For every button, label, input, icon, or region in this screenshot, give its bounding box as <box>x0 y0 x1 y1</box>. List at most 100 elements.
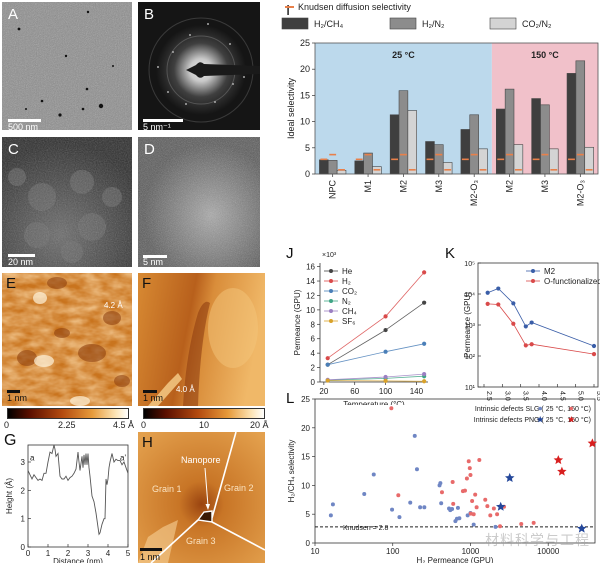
y-tick-label: 5 <box>305 143 310 153</box>
x-tick-label: 4.0 <box>540 391 547 401</box>
colorbar-e-max: 4.5 Å <box>113 420 135 430</box>
y-tick-label: 0 <box>306 539 311 548</box>
bar-1-7 <box>575 60 586 175</box>
grain-2-label: Grain 2 <box>224 483 254 493</box>
data-point-star <box>505 472 515 482</box>
data-point-star <box>577 523 587 533</box>
scale-text-d: 5 nm <box>143 257 164 267</box>
temperature-region-label: 25 °C <box>392 50 415 60</box>
stm-image-f <box>138 273 265 406</box>
legend-label-0: M2 <box>544 267 556 276</box>
y-axis-label: Height (Å) <box>5 478 14 514</box>
colorbar-f-mid: 10 <box>199 420 210 430</box>
legend-label-2: CO₂/N₂ <box>522 19 552 29</box>
panel-b-diffraction-pattern: B 5 nm⁻¹ <box>138 2 260 130</box>
data-point <box>464 476 469 481</box>
data-point <box>591 343 597 349</box>
data-point <box>496 302 501 307</box>
bar-0-0 <box>319 159 329 175</box>
plot-frame <box>27 444 129 548</box>
data-point <box>371 472 376 477</box>
y-tick-label: 14 <box>306 277 315 286</box>
category-label: M1 <box>363 180 373 193</box>
data-point <box>438 481 443 486</box>
y-tick-label: 0 <box>311 378 316 387</box>
data-point <box>422 505 427 510</box>
data-point <box>511 321 516 326</box>
height-profile-line <box>27 444 129 536</box>
category-label: NPC <box>328 180 338 200</box>
bar-0-6 <box>531 98 541 175</box>
panel-e-stm-image: E 4.2 Å 1 nm <box>2 273 132 406</box>
data-point-star <box>557 466 567 476</box>
defect-size-annotation-f: 4.0 Å <box>176 385 195 394</box>
x-tick-label: 100 <box>386 547 400 556</box>
data-point <box>496 286 501 291</box>
x-tick-label: 4 <box>106 549 111 558</box>
tem-noise-a <box>2 2 132 130</box>
data-point <box>422 270 427 275</box>
data-point <box>473 492 478 497</box>
x-tick-label: 1000 <box>462 547 480 556</box>
panel-label-g: G <box>4 432 17 449</box>
scale-text-h: 1 nm <box>140 552 161 562</box>
panel-label-a: A <box>8 6 19 23</box>
panel-label-j: J <box>286 245 294 262</box>
plot-frame <box>314 398 596 544</box>
y-tick-label: 10² <box>465 354 476 361</box>
data-point <box>396 493 401 498</box>
legend-marker-1 <box>329 279 333 283</box>
panel-f-stm-image: F 4.0 Å 1 nm <box>138 273 265 406</box>
legend-swatch-1 <box>389 17 417 30</box>
x-tick-label: 5 <box>126 549 131 558</box>
y-tick-label: 10³ <box>465 323 476 330</box>
legend-label-0: He <box>342 267 353 276</box>
scale-text-e: 1 nm <box>7 393 28 403</box>
series-line-3 <box>327 375 425 381</box>
colorbar-e-min: 0 <box>4 420 10 430</box>
scale-bar-c <box>8 254 35 257</box>
defect-size-annotation-e: 4.2 Å <box>104 301 123 310</box>
data-point <box>523 343 528 348</box>
series-line-1 <box>487 303 595 355</box>
y-tick-label: 10¹ <box>465 385 476 392</box>
data-point <box>330 502 335 507</box>
data-point <box>498 524 503 529</box>
legend-label-4: CH₄ <box>342 307 357 316</box>
series-line-2 <box>327 343 425 366</box>
y-axis-label: H₂/CH₄ selectivity <box>287 440 296 503</box>
data-point <box>408 500 413 505</box>
bar-0-4 <box>460 129 471 175</box>
series-line-0 <box>487 288 595 347</box>
data-point <box>471 512 476 517</box>
scale-bar-d <box>143 255 167 258</box>
data-point <box>451 501 456 506</box>
legend-marker-star <box>536 416 544 423</box>
legend-label-1: H₂/N₂ <box>422 19 445 29</box>
data-point <box>362 492 367 497</box>
data-point <box>422 341 427 346</box>
profile-start-label: a <box>30 454 35 463</box>
panel-c-tem-image: C 20 nm <box>2 137 132 267</box>
y-tick-label: 1 <box>21 515 26 524</box>
scale-bar-h <box>140 548 162 551</box>
data-point <box>483 497 488 502</box>
legend-marker-0 <box>531 269 535 273</box>
panel-h-stm-image: H Nanopore Grain 1 Grain 2 Grain 3 1 nm <box>138 432 265 563</box>
x-tick-label: 5.0 <box>577 391 584 401</box>
data-point <box>493 524 498 529</box>
y-tick-label: 0 <box>305 169 310 179</box>
grain-3-label: Grain 3 <box>186 536 216 546</box>
x-axis-label: Temperature (°C) <box>343 400 405 405</box>
chart-k-permeance-vs-kinetic-diameter: 10¹10²10³10⁴10⁵2.53.03.54.04.55.05.5Kine… <box>463 261 600 401</box>
category-label: M2 <box>398 180 408 193</box>
panel-label-b: B <box>144 6 155 23</box>
category-label: M2-O₃ <box>469 180 479 207</box>
data-point <box>491 506 496 511</box>
panel-d-hrtem-image: D 5 nm <box>138 137 260 267</box>
data-point <box>390 507 395 512</box>
y-tick-label: 5 <box>306 510 311 519</box>
data-point <box>591 352 597 357</box>
y-axis-label: Permeance (GPU) <box>463 292 472 358</box>
